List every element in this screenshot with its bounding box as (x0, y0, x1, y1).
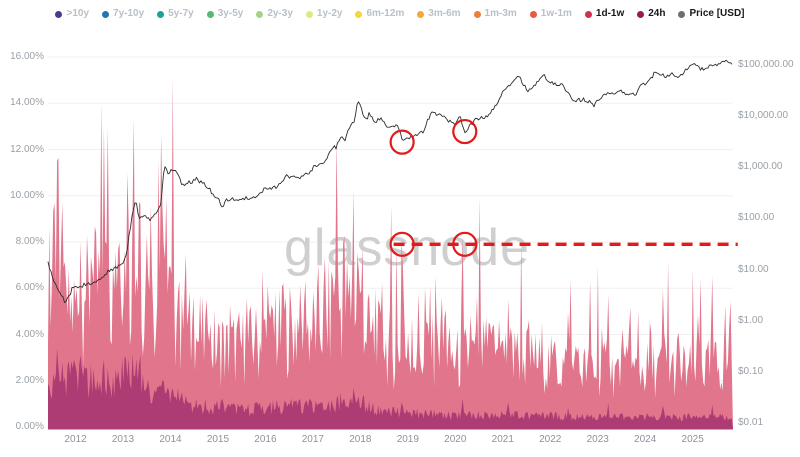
left-axis-tick: 16.00% (10, 51, 44, 62)
legend-item-24h[interactable]: 24h (637, 9, 665, 19)
x-axis-tick: 2012 (64, 434, 87, 445)
legend-dot (678, 10, 686, 18)
legend-dot (305, 10, 313, 18)
annotation-circle-price (389, 129, 415, 155)
legend-label: 6m-12m (366, 8, 405, 19)
area-1d-1w (48, 76, 733, 430)
annotation-circle-threshold (389, 231, 415, 257)
legend-item-1m-3m[interactable]: 1m-3m (473, 8, 517, 19)
legend-label: 1d-1w (595, 8, 625, 19)
x-axis-tick: 2024 (634, 434, 657, 445)
legend-label: 2y-3y (267, 8, 293, 19)
left-axis-tick: 0.00% (15, 421, 44, 432)
legend-dot (157, 10, 165, 18)
x-axis-tick: 2016 (254, 434, 277, 445)
area-24h (48, 348, 733, 430)
legend-dot (355, 10, 363, 18)
legend-label: 1w-1m (540, 8, 572, 19)
right-axis-tick: $10,000.00 (738, 110, 789, 122)
annotations-group (389, 118, 738, 257)
x-axis-tick: 2020 (444, 434, 467, 445)
x-axis-tick: 2013 (111, 434, 135, 445)
legend-label: 5y-7y (168, 8, 194, 19)
glassnode-watermark: glassnode (284, 219, 530, 277)
legend-label: Price [USD] (689, 8, 745, 19)
legend-dot (473, 10, 481, 18)
legend-item-1y-2y[interactable]: 1y-2y (305, 8, 343, 19)
legend-label: 24h (648, 8, 666, 19)
price-line (47, 59, 733, 304)
legend-label: 3m-6m (428, 8, 461, 19)
legend-item-5y-7y[interactable]: 5y-7y (157, 9, 194, 19)
legend-item-3m-6m[interactable]: 3m-6m (417, 8, 461, 19)
legend-item-6m-12m[interactable]: 6m-12m (355, 9, 404, 19)
left-axis-tick: 12.00% (10, 143, 44, 155)
legend-label: 3y-5y (217, 8, 244, 19)
right-axis-tick: $0.10 (738, 365, 764, 377)
legend-dot (637, 10, 645, 18)
legend-item--10y[interactable]: >10y (55, 9, 89, 19)
annotation-circle-threshold (452, 231, 478, 257)
legend-dot (206, 10, 214, 18)
x-axis-tick: 2022 (539, 434, 562, 445)
x-axis-tick: 2014 (159, 434, 182, 445)
left-axis-tick: 6.00% (15, 282, 44, 294)
x-axis-tick: 2017 (301, 434, 324, 445)
right-axis-tick: $0.01 (738, 417, 764, 428)
right-axis-tick: $100.00 (738, 212, 775, 224)
right-axis-tick: $1,000.00 (738, 161, 783, 173)
legend-item-7y-10y[interactable]: 7y-10y (102, 9, 144, 19)
legend-label: >10y (66, 8, 90, 19)
right-axis-tick: $10.00 (738, 263, 769, 275)
legend-label: 1m-3m (484, 8, 517, 19)
x-axis-tick: 2015 (206, 434, 230, 445)
legend-item-2y-3y[interactable]: 2y-3y (256, 9, 293, 19)
x-axis-tick: 2021 (491, 434, 514, 445)
x-axis-tick: 2019 (396, 434, 419, 445)
legend-dot (529, 10, 537, 18)
legend-dot (55, 10, 63, 18)
left-axis-tick: 10.00% (10, 189, 44, 201)
x-axis-tick: 2018 (349, 434, 372, 445)
left-axis-tick: 14.00% (10, 97, 44, 109)
legend-item-1d-1w[interactable]: 1d-1w (584, 8, 625, 19)
legend-label: 7y-10y (113, 8, 145, 19)
legend-item-price-usd-[interactable]: Price [USD] (678, 8, 745, 19)
legend-dot (256, 10, 264, 18)
chart-legend: >10y 7y-10y 5y-7y 3y-5y 2y-3y 1y-2y 6m-12m 3m-6… (0, 9, 800, 19)
x-axis-tick: 2025 (681, 434, 704, 445)
x-axis-tick: 2023 (586, 434, 609, 445)
left-axis-tick: 4.00% (15, 328, 44, 340)
legend-item-1w-1m[interactable]: 1w-1m (529, 8, 572, 19)
legend-label: 1y-2y (316, 8, 343, 19)
right-axis-tick: $100,000.00 (738, 59, 794, 70)
price-line-group (47, 59, 733, 304)
annotation-circle-price (452, 118, 478, 145)
series-areas (48, 76, 733, 430)
legend-item-3y-5y[interactable]: 3y-5y (206, 8, 244, 19)
left-axis-tick: 2.00% (15, 374, 44, 386)
legend-dot (584, 10, 592, 18)
right-axis-tick: $1.00 (738, 314, 764, 326)
legend-dot (102, 10, 110, 18)
legend-dot (417, 10, 425, 18)
left-axis-tick: 8.00% (15, 236, 44, 247)
